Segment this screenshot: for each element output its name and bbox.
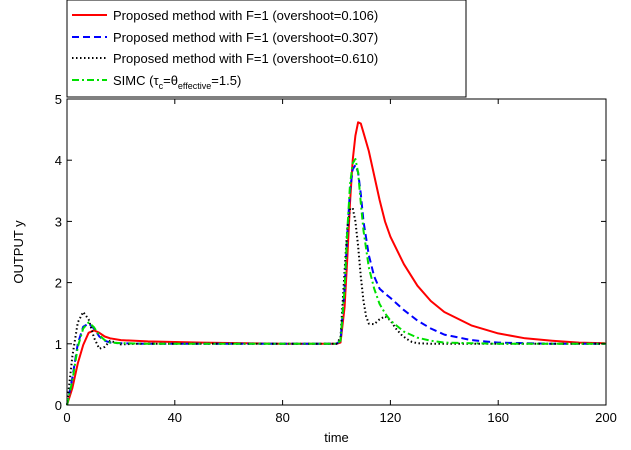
legend-label-3: SIMC (τc=θeffective=1.5) (113, 73, 241, 91)
simc-suffix: =1.5) (211, 73, 241, 88)
series-layer (66, 121, 607, 406)
theta-subscript: effective (178, 81, 211, 91)
simc-prefix: SIMC ( (113, 73, 154, 88)
legend-item-1: Proposed method with F=1 (overshoot=0.30… (72, 30, 378, 45)
y-tick-label: 1 (55, 337, 62, 352)
tau-symbol: τ (153, 73, 159, 88)
x-tick-label: 80 (275, 410, 289, 425)
legend-label-1: Proposed method with F=1 (overshoot=0.30… (113, 30, 378, 45)
legend-item-2: Proposed method with F=1 (overshoot=0.61… (72, 51, 378, 66)
series-line-0 (66, 121, 607, 406)
legend-item-3: SIMC (τc=θeffective=1.5) (72, 73, 241, 91)
legend-box (66, 0, 467, 98)
plot-area (66, 98, 607, 406)
x-tick-label: 160 (487, 410, 509, 425)
x-tick-label: 40 (168, 410, 182, 425)
y-tick-label: 4 (55, 153, 62, 168)
y-tick-label: 2 (55, 276, 62, 291)
y-tick-label: 5 (55, 92, 62, 107)
x-tick-label: 0 (63, 410, 70, 425)
legend-label-0: Proposed method with F=1 (overshoot=0.10… (113, 8, 378, 23)
y-tick-label: 0 (55, 398, 62, 413)
x-tick-label: 120 (380, 410, 402, 425)
theta-symbol: θ (171, 73, 178, 88)
series-line-3 (66, 158, 606, 406)
x-axis-title: time (324, 430, 349, 445)
series-line-1 (66, 164, 606, 406)
tau-subscript: c (159, 81, 164, 91)
equals-sign: = (163, 73, 171, 88)
ticks-layer: 0 40 80 120 160 200 0 1 2 3 4 5 (55, 92, 617, 425)
y-axis-title: OUTPUT y (11, 220, 26, 284)
legend: Proposed method with F=1 (overshoot=0.10… (66, 0, 467, 98)
legend-item-0: Proposed method with F=1 (overshoot=0.10… (72, 8, 378, 23)
legend-label-2: Proposed method with F=1 (overshoot=0.61… (113, 51, 378, 66)
y-tick-label: 3 (55, 214, 62, 229)
x-tick-label: 200 (595, 410, 617, 425)
